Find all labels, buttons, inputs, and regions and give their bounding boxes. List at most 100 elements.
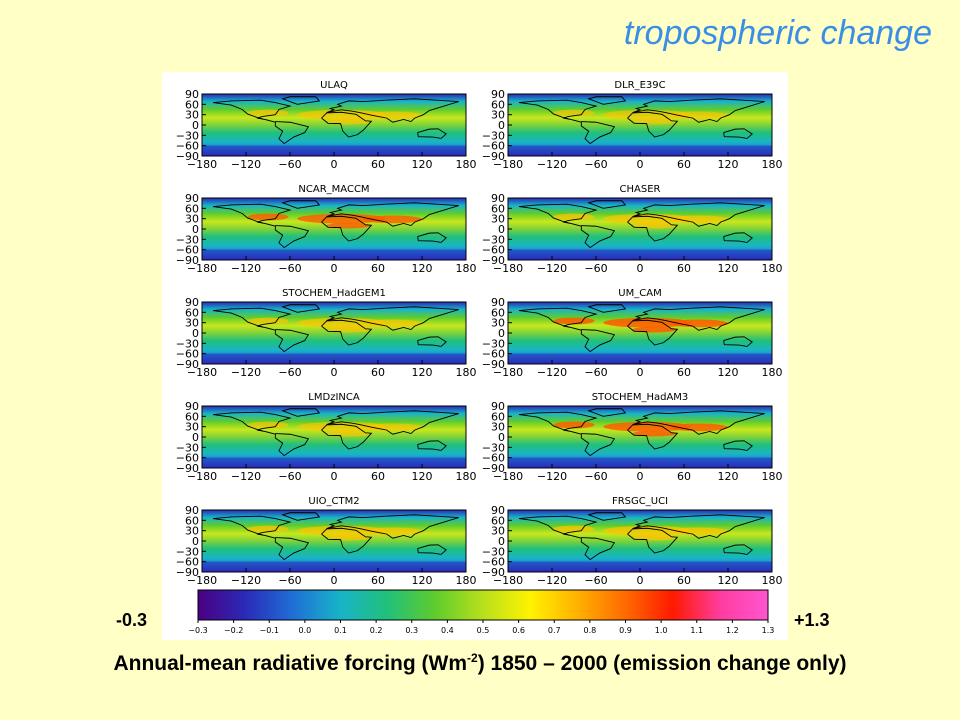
y-tick-label: 0 [192, 431, 199, 444]
continent-outline [326, 202, 459, 227]
figure-caption: Annual-mean radiative forcing (Wm-2) 185… [0, 651, 960, 676]
polar-band [202, 353, 466, 364]
x-tick-label: −120 [231, 574, 261, 587]
x-tick-label: 180 [762, 366, 783, 379]
continent-outline [587, 408, 627, 417]
x-tick-label: −60 [584, 574, 607, 587]
y-tick-label: 0 [192, 535, 199, 548]
y-tick-label: 30 [185, 525, 199, 538]
continent-outline [587, 200, 627, 209]
forcing-hotspot [363, 111, 422, 120]
panel-title: STOCHEM_HadAM3 [592, 392, 689, 403]
y-tick-label: 90 [491, 400, 505, 413]
x-tick-label: −60 [278, 262, 301, 275]
forcing-hotspot [603, 317, 692, 328]
y-tick-label: 90 [491, 296, 505, 309]
forcing-hotspot [669, 111, 728, 120]
x-tick-label: 120 [718, 262, 739, 275]
panel-title: FRSGC_UCI [612, 496, 668, 507]
y-tick-label: −30 [176, 337, 199, 350]
continent-outline [723, 336, 753, 347]
continent-outline [321, 111, 373, 138]
x-tick-label: 0 [331, 470, 338, 483]
y-tick-label: 0 [498, 327, 505, 340]
continent-outline [580, 225, 616, 249]
model-maps-figure: ULAQ 90 60 30 0 −30 −60 −90 −180 −120 −60 0 60 120 180… [162, 72, 788, 640]
y-tick-label: 30 [185, 421, 199, 434]
y-tick-label: −30 [176, 441, 199, 454]
x-tick-label: 120 [412, 366, 433, 379]
x-tick-label: 0 [637, 366, 644, 379]
forcing-hotspot [363, 319, 422, 328]
y-tick-label: −60 [176, 348, 199, 361]
forcing-hotspot [297, 317, 386, 328]
y-tick-label: −30 [482, 545, 505, 558]
forcing-hotspot [632, 118, 677, 125]
y-tick-label: −30 [176, 545, 199, 558]
x-tick-label: 180 [762, 262, 783, 275]
continent-outline [587, 512, 627, 521]
colorbar-max-label: +1.3 [794, 610, 830, 630]
colorbar-tick-label: 0.4 [441, 626, 454, 635]
colorbar-min-label: -0.3 [116, 610, 148, 630]
x-tick-label: −60 [278, 366, 301, 379]
continent-outline [326, 410, 459, 435]
x-tick-label: 120 [412, 158, 433, 171]
continent-outline [212, 411, 292, 435]
continent-outline [632, 410, 765, 435]
y-tick-label: −90 [482, 254, 505, 267]
forcing-hotspot [669, 423, 728, 432]
continent-outline [627, 423, 679, 450]
colorbar-tick-label: 0.2 [370, 626, 383, 635]
x-tick-label: −120 [231, 366, 261, 379]
x-tick-label: 60 [371, 158, 385, 171]
x-tick-label: −60 [584, 158, 607, 171]
polar-band [202, 457, 466, 468]
panel-title: STOCHEM_HadGEM1 [282, 288, 386, 299]
y-tick-label: −60 [176, 140, 199, 153]
x-tick-label: −180 [493, 262, 523, 275]
y-tick-label: 30 [185, 317, 199, 330]
forcing-hotspot [326, 118, 371, 125]
forcing-hotspot [326, 326, 371, 333]
continent-outline [723, 440, 753, 451]
colorbar-tick-label: 0.7 [548, 626, 561, 635]
continent-outline [274, 121, 310, 145]
continent-outline [723, 128, 753, 139]
x-tick-label: 120 [718, 470, 739, 483]
y-tick-label: 60 [491, 202, 505, 215]
continent-outline [281, 304, 321, 313]
y-tick-label: 60 [185, 410, 199, 423]
y-tick-label: 0 [192, 223, 199, 236]
x-tick-label: 180 [456, 366, 477, 379]
forcing-hotspot [603, 213, 692, 224]
continent-outline [212, 99, 292, 123]
x-tick-label: −180 [493, 366, 523, 379]
continent-outline [321, 527, 373, 554]
continent-outline [518, 515, 598, 539]
slide-title: tropospheric change [623, 14, 932, 52]
y-tick-label: 30 [491, 421, 505, 434]
x-tick-label: 120 [412, 574, 433, 587]
x-tick-label: 120 [718, 158, 739, 171]
x-tick-label: 180 [762, 158, 783, 171]
y-tick-label: 30 [491, 109, 505, 122]
colorbar-tick-label: 1.0 [655, 626, 668, 635]
continent-outline [326, 98, 459, 123]
y-tick-label: −90 [482, 566, 505, 579]
panel-title: LMDzINCA [308, 392, 360, 403]
y-tick-label: −30 [482, 129, 505, 142]
x-tick-label: 60 [677, 574, 691, 587]
y-tick-label: 90 [185, 296, 199, 309]
y-tick-label: −60 [482, 556, 505, 569]
y-tick-label: 60 [185, 514, 199, 527]
y-tick-label: 60 [185, 306, 199, 319]
y-tick-label: −60 [482, 244, 505, 257]
x-tick-label: 60 [371, 470, 385, 483]
y-tick-label: 0 [192, 327, 199, 340]
